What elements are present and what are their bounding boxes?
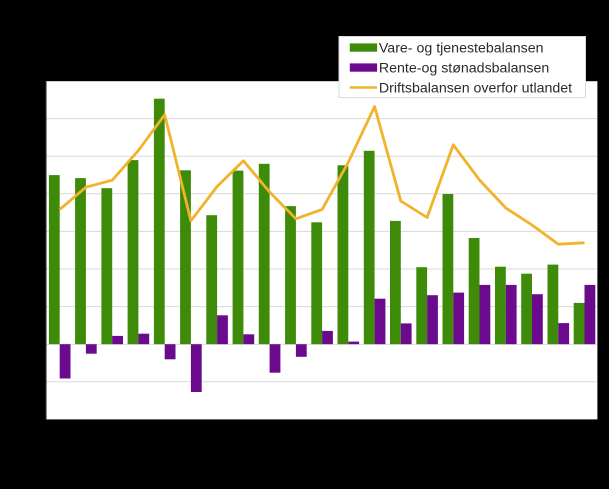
- svg-text:Vare- og tjenestebalansen: Vare- og tjenestebalansen: [379, 40, 544, 56]
- svg-text:Rente-og stønadsbalansen: Rente-og stønadsbalansen: [379, 60, 549, 76]
- svg-text:Driftsbalansen overfor utlande: Driftsbalansen overfor utlandet: [379, 80, 572, 96]
